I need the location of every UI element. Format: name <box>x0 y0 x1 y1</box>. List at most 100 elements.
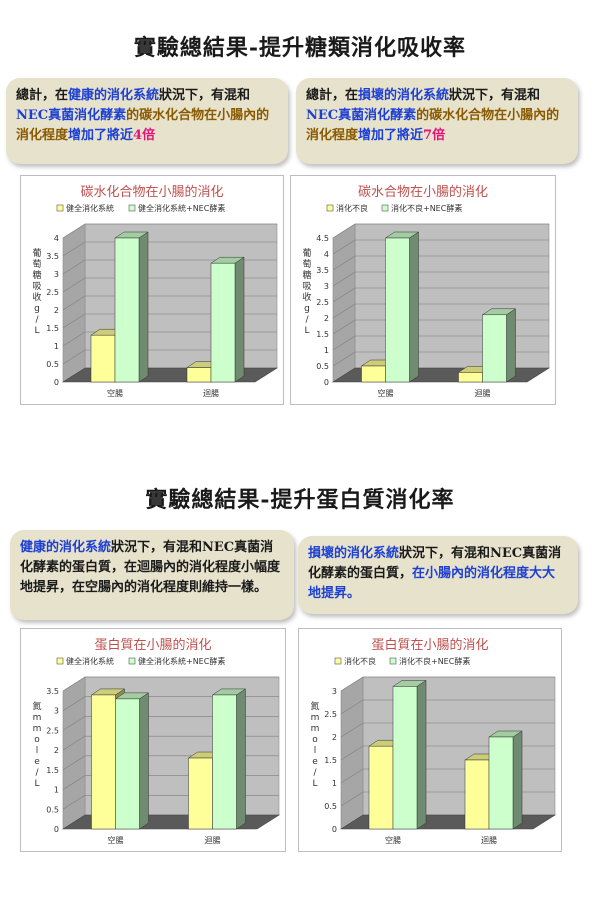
chart-title: 蛋白質在小腸的消化 <box>371 637 488 653</box>
plot-side-wall <box>62 676 86 830</box>
gridline <box>62 241 277 257</box>
chart-title-part: 小腸 <box>158 185 184 200</box>
y-tick-label: 0.5 <box>316 362 329 371</box>
y-axis-label-char: L <box>34 326 39 336</box>
y-tick-label: 1 <box>332 779 337 788</box>
bar-side <box>512 730 523 830</box>
y-tick-label: 1 <box>54 342 59 351</box>
y-axis-label-char: e <box>312 757 318 767</box>
note-highlight: 損壞的消化系統 <box>358 88 450 103</box>
y-tick-label: 2 <box>54 746 59 755</box>
legend-label: 健全消化系統+NEC酵素 <box>138 656 225 666</box>
legend-label: 健全消化系統 <box>66 203 114 213</box>
bar <box>91 694 116 830</box>
y-tick-label: 1.5 <box>316 330 329 339</box>
note-text: 總計，在 <box>16 88 69 103</box>
y-axis-label-char: 氮 <box>310 700 319 712</box>
category-label: 迴腸 <box>475 389 491 398</box>
bar-side <box>138 231 149 383</box>
bar <box>488 736 514 830</box>
y-axis-label-char: / <box>305 315 309 325</box>
note-damaged-carb: 總計，在損壞的消化系統狀況下，有混和 NEC真菌消化酵素的碳水化合物在小腸內的消化… <box>296 78 578 164</box>
bar-side <box>236 688 246 830</box>
bar <box>212 694 237 830</box>
y-tick-label: 0.5 <box>46 360 59 369</box>
bar <box>361 365 386 383</box>
y-tick-label: 2 <box>54 306 59 315</box>
category-label: 空腸 <box>107 388 123 398</box>
y-axis-label-char: e <box>34 757 40 767</box>
gridline <box>62 676 279 692</box>
y-axis-label-char: 葡 <box>302 247 311 259</box>
bar <box>188 757 213 830</box>
y-axis-label-char: 收 <box>32 291 41 303</box>
note-text: 的碳水化合物在小腸內的消化程度 <box>306 108 560 143</box>
note-emphasis: 4倍 <box>133 128 156 143</box>
y-axis-label-char: o <box>34 735 40 745</box>
note-highlight: 健康的消化系統 <box>68 88 160 103</box>
note-highlight: NEC真菌消化酵素 <box>16 108 127 123</box>
y-tick-label: 3 <box>332 687 337 696</box>
bar <box>115 698 140 830</box>
note-emphasis: 7倍 <box>423 128 446 143</box>
y-axis-label-char: g <box>34 304 40 314</box>
gridline <box>332 287 549 303</box>
bar <box>210 262 236 383</box>
bar <box>482 314 507 383</box>
category-label: 迴腸 <box>203 389 219 398</box>
note-text: 狀況下，有混和NEC真菌消化酵素的蛋白質，在迴腸內的消化程度小幅度地提昇，在空腸… <box>20 540 281 595</box>
note-healthy-protein: 健康的消化系統狀況下，有混和NEC真菌消化酵素的蛋白質，在迴腸內的消化程度小幅度… <box>10 530 294 620</box>
plot-back-wall <box>354 223 550 369</box>
y-tick-label: 2.5 <box>46 288 59 297</box>
y-axis-label-char: m <box>311 724 320 734</box>
gridline <box>340 722 555 738</box>
chart-title: 碳水化合物在小腸的消化 <box>80 184 223 200</box>
category-label: 空腸 <box>378 388 394 398</box>
y-tick-label: 2.5 <box>46 726 59 735</box>
legend-swatch <box>56 204 64 212</box>
y-tick-label: 3.5 <box>316 266 329 275</box>
y-axis-label-char: m <box>33 724 42 734</box>
y-axis-label-char: 萄 <box>32 258 41 270</box>
y-tick-label: 3 <box>54 707 59 716</box>
y-tick-label: 1.5 <box>324 756 337 765</box>
y-axis-label-char: 吸 <box>32 281 41 292</box>
note-text: 狀況下，有混和NEC真菌消化酵素的蛋白質， <box>308 546 562 581</box>
y-axis-label-char: / <box>313 768 317 778</box>
legend-label: 消化不良 <box>344 656 376 666</box>
category-label: 空腸 <box>385 835 401 845</box>
gridline <box>340 676 555 692</box>
gridline <box>62 223 277 239</box>
y-axis-label-char: 糖 <box>302 269 311 281</box>
y-axis-label-char: 收 <box>302 291 311 303</box>
y-tick-label: 3 <box>54 270 59 279</box>
category-label: 空腸 <box>108 835 124 845</box>
y-tick-label: 0.5 <box>46 805 59 814</box>
bar <box>90 334 116 383</box>
gridline <box>332 271 549 287</box>
bar <box>186 367 212 383</box>
y-axis-label-char: L <box>34 779 39 789</box>
category-label: 迴腸 <box>205 836 221 845</box>
note-text: 狀況下，有混和 <box>159 88 251 103</box>
chart-title-part: 的消化 <box>449 184 488 200</box>
y-tick-label: 4.5 <box>316 234 329 243</box>
legend-label: 健全消化系統 <box>66 656 114 666</box>
legend-swatch <box>389 657 397 665</box>
plot-side-wall <box>332 223 356 383</box>
y-axis-label-char: 萄 <box>302 258 311 270</box>
bar <box>458 372 483 383</box>
note-highlight: 健康的消化系統 <box>20 540 112 555</box>
y-tick-label: 3.5 <box>46 252 59 261</box>
chart-title-part: 碳水化合物在 <box>80 185 158 200</box>
note-text: 的碳水化合物在小腸內的消化程度 <box>16 108 270 143</box>
note-highlight: NEC真菌消化酵素 <box>306 108 417 123</box>
note-text: 狀況下，有混和 <box>449 88 541 103</box>
y-axis-label-char: o <box>312 735 318 745</box>
y-axis-label-char: m <box>311 713 320 723</box>
legend-label: 健全消化系統+NEC酵素 <box>138 203 225 213</box>
y-tick-label: 4 <box>324 250 329 259</box>
y-tick-label: 0 <box>332 825 337 834</box>
legend-swatch <box>326 204 334 212</box>
